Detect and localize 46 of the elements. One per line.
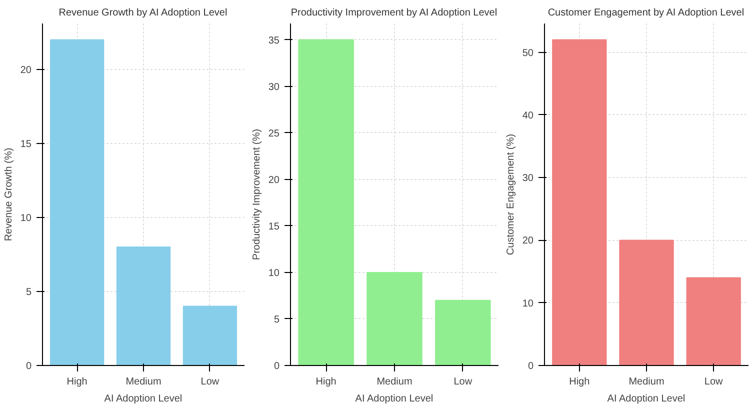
bar	[552, 39, 607, 366]
x-tick-label: High	[66, 376, 88, 388]
bar	[50, 39, 104, 366]
x-axis-title: AI Adoption Level	[607, 394, 686, 404]
x-tick-label: High	[316, 376, 336, 388]
y-tick-label: 30	[268, 82, 280, 93]
bar	[435, 300, 491, 366]
chart-title: Customer Engagement by AI Adoption Level	[548, 8, 744, 18]
y-tick-label: 40	[522, 110, 534, 122]
bar	[366, 272, 422, 366]
x-tick-label: Medium	[628, 376, 664, 388]
y-tick-label: 20	[522, 236, 534, 247]
bar	[116, 246, 171, 366]
y-axis-title: Productivity Improvement (%)	[251, 128, 262, 260]
y-tick-label: 50	[522, 48, 534, 59]
y-tick-label: 10	[268, 268, 280, 279]
y-tick-label: 5	[274, 314, 280, 326]
y-tick-label: 15	[268, 221, 280, 232]
bar	[298, 39, 354, 366]
y-tick-label: 20	[268, 174, 280, 186]
bar	[686, 277, 741, 366]
y-tick-label: 0	[528, 361, 534, 372]
y-tick-label: 15	[20, 138, 32, 150]
bar	[182, 306, 238, 366]
x-tick-label: Medium	[126, 376, 162, 388]
y-tick-label: 30	[522, 173, 534, 184]
bar	[619, 240, 674, 366]
y-axis-title: Revenue Growth (%)	[3, 148, 14, 242]
y-tick-label: 35	[268, 35, 280, 46]
y-tick-label: 10	[522, 298, 534, 310]
chart-title: Productivity Improvement by AI Adoption Level	[290, 8, 498, 18]
x-axis-title: AI Adoption Level	[104, 394, 182, 404]
y-tick-label: 10	[20, 212, 32, 224]
x-tick-label: Low	[454, 376, 473, 388]
chart-title: Revenue Growth by AI Adoption Level	[58, 8, 228, 18]
y-tick-label: 0	[26, 361, 32, 372]
y-tick-label: 20	[20, 64, 32, 76]
x-tick-label: Low	[200, 376, 220, 388]
x-tick-label: Low	[704, 376, 724, 388]
x-tick-label: High	[569, 376, 590, 388]
x-tick-label: Medium	[376, 376, 412, 388]
x-axis-title: AI Adoption Level	[355, 394, 434, 404]
y-tick-label: 5	[26, 286, 32, 298]
y-axis-title: Customer Engagement (%)	[505, 134, 516, 256]
y-tick-label: 25	[268, 128, 280, 140]
y-tick-label: 0	[274, 361, 280, 372]
